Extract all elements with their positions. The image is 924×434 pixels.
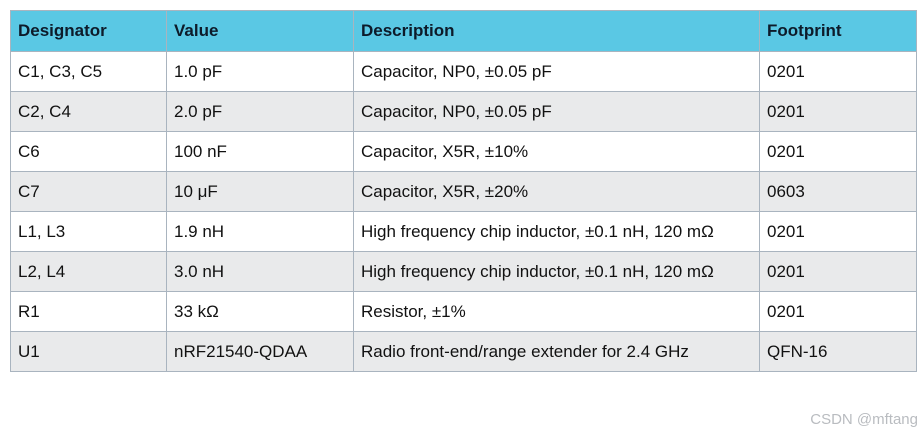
cell-value: 10 μF xyxy=(166,171,354,212)
table-row: U1 nRF21540-QDAA Radio front-end/range e… xyxy=(10,331,917,372)
header-value: Value xyxy=(166,10,354,52)
cell-description: Capacitor, NP0, ±0.05 pF xyxy=(353,91,760,132)
cell-value: 2.0 pF xyxy=(166,91,354,132)
header-footprint: Footprint xyxy=(759,10,917,52)
table-row: L1, L3 1.9 nH High frequency chip induct… xyxy=(10,211,917,252)
cell-footprint: 0201 xyxy=(759,291,917,332)
cell-designator: C2, C4 xyxy=(10,91,167,132)
cell-description: Capacitor, X5R, ±10% xyxy=(353,131,760,172)
cell-description: High frequency chip inductor, ±0.1 nH, 1… xyxy=(353,211,760,252)
cell-description: Resistor, ±1% xyxy=(353,291,760,332)
cell-value: nRF21540-QDAA xyxy=(166,331,354,372)
cell-value: 1.9 nH xyxy=(166,211,354,252)
header-description: Description xyxy=(353,10,760,52)
cell-designator: L2, L4 xyxy=(10,251,167,292)
table-row: C7 10 μF Capacitor, X5R, ±20% 0603 xyxy=(10,171,917,212)
table-row: C6 100 nF Capacitor, X5R, ±10% 0201 xyxy=(10,131,917,172)
table-row: C1, C3, C5 1.0 pF Capacitor, NP0, ±0.05 … xyxy=(10,51,917,92)
cell-value: 33 kΩ xyxy=(166,291,354,332)
cell-designator: C6 xyxy=(10,131,167,172)
cell-value: 3.0 nH xyxy=(166,251,354,292)
cell-footprint: QFN-16 xyxy=(759,331,917,372)
watermark: CSDN @mftang xyxy=(810,411,918,428)
cell-designator: L1, L3 xyxy=(10,211,167,252)
cell-footprint: 0201 xyxy=(759,91,917,132)
table-row: L2, L4 3.0 nH High frequency chip induct… xyxy=(10,251,917,292)
cell-description: Capacitor, X5R, ±20% xyxy=(353,171,760,212)
table-row: C2, C4 2.0 pF Capacitor, NP0, ±0.05 pF 0… xyxy=(10,91,917,132)
cell-value: 1.0 pF xyxy=(166,51,354,92)
cell-designator: R1 xyxy=(10,291,167,332)
cell-description: High frequency chip inductor, ±0.1 nH, 1… xyxy=(353,251,760,292)
cell-designator: C7 xyxy=(10,171,167,212)
header-designator: Designator xyxy=(10,10,167,52)
cell-footprint: 0201 xyxy=(759,251,917,292)
cell-description: Radio front-end/range extender for 2.4 G… xyxy=(353,331,760,372)
cell-designator: U1 xyxy=(10,331,167,372)
cell-value: 100 nF xyxy=(166,131,354,172)
table-header-row: Designator Value Description Footprint xyxy=(10,10,917,52)
bom-table: Designator Value Description Footprint C… xyxy=(10,10,917,372)
cell-footprint: 0201 xyxy=(759,131,917,172)
cell-description: Capacitor, NP0, ±0.05 pF xyxy=(353,51,760,92)
cell-footprint: 0201 xyxy=(759,51,917,92)
cell-designator: C1, C3, C5 xyxy=(10,51,167,92)
cell-footprint: 0201 xyxy=(759,211,917,252)
cell-footprint: 0603 xyxy=(759,171,917,212)
table-row: R1 33 kΩ Resistor, ±1% 0201 xyxy=(10,291,917,332)
